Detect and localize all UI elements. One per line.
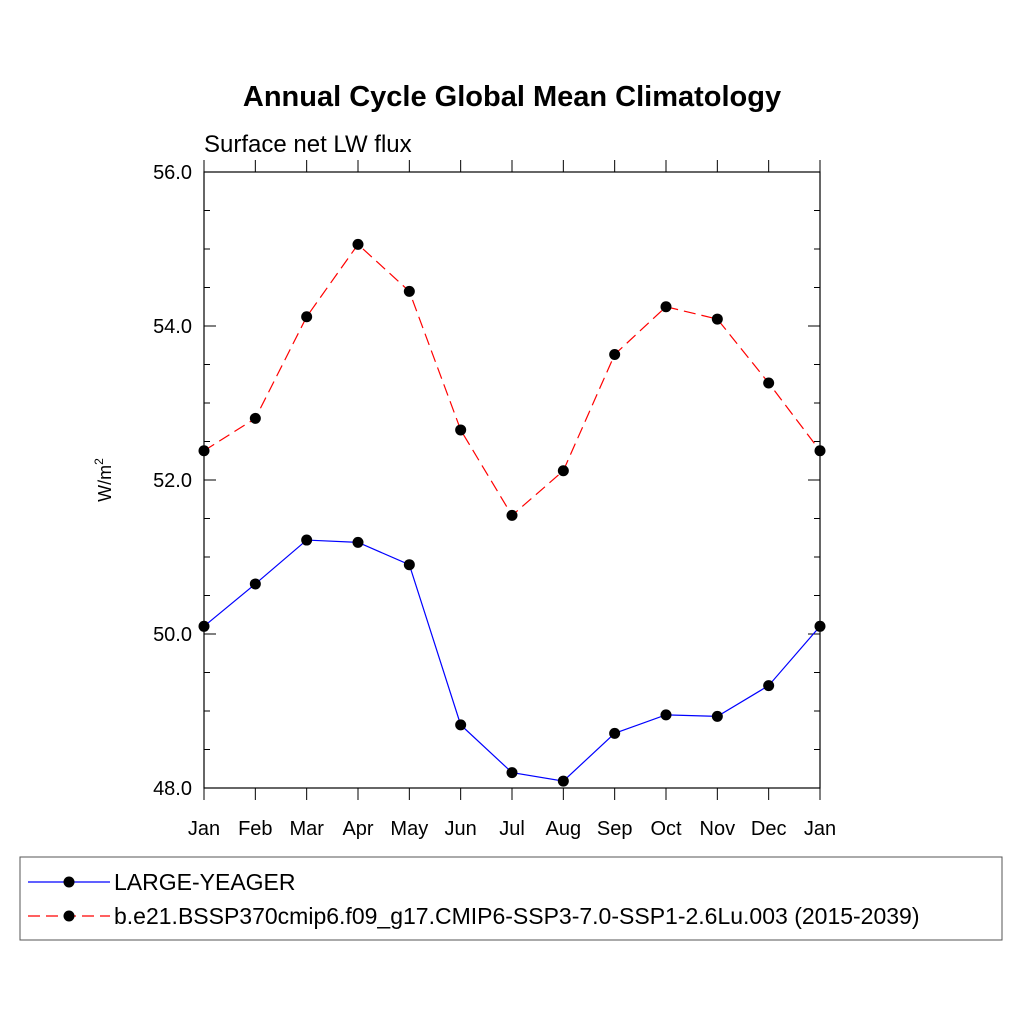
data-point (198, 620, 210, 632)
plot-area: 48.0 50.0 52.0 54.0 56.0 Jan Feb Mar Apr May Jun Ju… (153, 160, 836, 840)
x-tick-label: Feb (238, 818, 272, 840)
data-point (506, 767, 518, 779)
series-2 (198, 238, 826, 521)
legend-label: b.e21.BSSP370cmip6.f09_g17.CMIP6-SSP3-7.… (114, 903, 920, 929)
data-point (403, 285, 415, 297)
x-tick-label: Jun (445, 818, 477, 840)
data-point (352, 238, 364, 250)
data-point (301, 311, 313, 323)
x-tick-label: Dec (751, 818, 787, 840)
data-point (198, 445, 210, 457)
data-point (763, 377, 775, 389)
x-tick-label: Jan (188, 818, 220, 840)
data-point (660, 301, 672, 313)
data-point (301, 534, 313, 546)
y-tick-label: 48.0 (153, 778, 192, 800)
x-tick-label: Jul (499, 818, 525, 840)
data-point (557, 465, 569, 477)
series-line (203, 243, 821, 517)
y-axis-label: W/m2 (92, 458, 115, 502)
y-axis-label-text: W/m (95, 465, 115, 502)
series-1 (198, 534, 826, 787)
chart-title: Annual Cycle Global Mean Climatology (243, 81, 781, 113)
y-tick-label: 54.0 (153, 316, 192, 338)
data-point (763, 680, 775, 692)
x-tick-label: Mar (289, 818, 324, 840)
data-point (455, 424, 467, 436)
chart-subtitle: Surface net LW flux (204, 131, 412, 158)
data-point (814, 445, 826, 457)
data-point (609, 348, 621, 360)
series-line (203, 539, 821, 782)
series-layer (198, 238, 826, 787)
x-tick-label: Sep (597, 818, 633, 840)
legend-marker (63, 876, 75, 888)
legend: LARGE-YEAGER b.e21.BSSP370cmip6.f09_g17.C… (19, 856, 1003, 941)
y-tick-label: 56.0 (153, 162, 192, 184)
data-point (711, 710, 723, 722)
legend-box (19, 856, 1003, 941)
data-point (609, 727, 621, 739)
x-tick-label: Oct (650, 818, 682, 840)
x-tick-label: May (390, 818, 428, 840)
data-point (557, 775, 569, 787)
data-point (455, 719, 467, 731)
data-point (249, 412, 261, 424)
y-axis-label-superscript: 2 (92, 458, 106, 465)
plot-frame (203, 171, 821, 789)
legend-label: LARGE-YEAGER (114, 869, 296, 895)
y-tick-label: 50.0 (153, 624, 192, 646)
x-tick-label: Nov (700, 818, 736, 840)
data-point (403, 559, 415, 571)
data-point (506, 509, 518, 521)
y-tick-label: 52.0 (153, 470, 192, 492)
legend-marker (63, 910, 75, 922)
data-point (660, 709, 672, 721)
x-tick-label: Apr (342, 818, 373, 840)
data-point (711, 313, 723, 325)
data-point (249, 578, 261, 590)
x-tick-label: Jan (804, 818, 836, 840)
data-point (352, 536, 364, 548)
data-point (814, 620, 826, 632)
x-tick-label: Aug (546, 818, 582, 840)
